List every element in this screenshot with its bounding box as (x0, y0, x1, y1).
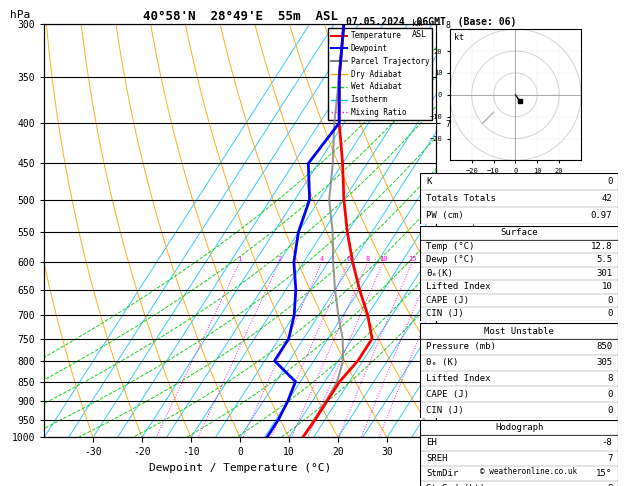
Text: km
ASL: km ASL (412, 19, 427, 39)
Text: 20: 20 (429, 256, 438, 262)
Text: 305: 305 (596, 358, 613, 367)
Text: Surface: Surface (501, 228, 538, 237)
Text: Totals Totals: Totals Totals (426, 193, 496, 203)
Text: 5.5: 5.5 (596, 255, 613, 264)
X-axis label: Dewpoint / Temperature (°C): Dewpoint / Temperature (°C) (149, 463, 331, 473)
Y-axis label: hPa: hPa (11, 10, 31, 20)
Text: 0: 0 (607, 405, 613, 415)
Text: 10: 10 (379, 256, 387, 262)
Y-axis label: Mixing Ratio (g/kg): Mixing Ratio (g/kg) (468, 183, 477, 278)
Text: 07.05.2024  06GMT  (Base: 06): 07.05.2024 06GMT (Base: 06) (346, 17, 516, 27)
Legend: Temperature, Dewpoint, Parcel Trajectory, Dry Adiabat, Wet Adiabat, Isotherm, Mi: Temperature, Dewpoint, Parcel Trajectory… (328, 28, 432, 120)
FancyBboxPatch shape (420, 323, 618, 418)
Text: CAPE (J): CAPE (J) (426, 390, 469, 399)
Text: 0: 0 (607, 310, 613, 318)
Text: 4: 4 (320, 256, 324, 262)
Text: 42: 42 (601, 193, 613, 203)
Text: CAPE (J): CAPE (J) (426, 296, 469, 305)
Text: 8: 8 (607, 374, 613, 383)
Text: Dewp (°C): Dewp (°C) (426, 255, 474, 264)
Text: 7: 7 (607, 453, 613, 463)
Text: StmSpd (kt): StmSpd (kt) (426, 484, 485, 486)
Text: 8: 8 (365, 256, 370, 262)
Text: 0: 0 (607, 296, 613, 305)
Text: EH: EH (426, 438, 437, 448)
Text: 0: 0 (607, 176, 613, 186)
FancyBboxPatch shape (420, 420, 618, 486)
Text: θₑ(K): θₑ(K) (426, 269, 453, 278)
Text: K: K (426, 176, 431, 186)
Text: kt: kt (454, 33, 464, 42)
Title: 40°58'N  28°49'E  55m  ASL: 40°58'N 28°49'E 55m ASL (143, 10, 338, 23)
Text: 12.8: 12.8 (591, 242, 613, 251)
FancyBboxPatch shape (420, 173, 618, 224)
Text: 6: 6 (346, 256, 350, 262)
Text: 0: 0 (607, 390, 613, 399)
Text: 850: 850 (596, 342, 613, 351)
Text: 15: 15 (408, 256, 416, 262)
Text: Lifted Index: Lifted Index (426, 282, 491, 292)
Text: 15°: 15° (596, 469, 613, 478)
Text: -8: -8 (601, 438, 613, 448)
Text: CIN (J): CIN (J) (426, 405, 464, 415)
FancyBboxPatch shape (420, 226, 618, 321)
Text: Lifted Index: Lifted Index (426, 374, 491, 383)
Text: 301: 301 (596, 269, 613, 278)
Text: Most Unstable: Most Unstable (484, 327, 554, 336)
Text: 1: 1 (238, 256, 242, 262)
Text: Temp (°C): Temp (°C) (426, 242, 474, 251)
Text: StmDir: StmDir (426, 469, 459, 478)
Text: Pressure (mb): Pressure (mb) (426, 342, 496, 351)
Text: PW (cm): PW (cm) (426, 210, 464, 220)
Text: 0.97: 0.97 (591, 210, 613, 220)
Text: © weatheronline.co.uk: © weatheronline.co.uk (480, 467, 577, 476)
Text: 2: 2 (277, 256, 282, 262)
Text: 10: 10 (601, 282, 613, 292)
Text: CIN (J): CIN (J) (426, 310, 464, 318)
Text: SREH: SREH (426, 453, 448, 463)
Text: Hodograph: Hodograph (495, 423, 543, 433)
Text: 8: 8 (607, 484, 613, 486)
Text: θₑ (K): θₑ (K) (426, 358, 459, 367)
